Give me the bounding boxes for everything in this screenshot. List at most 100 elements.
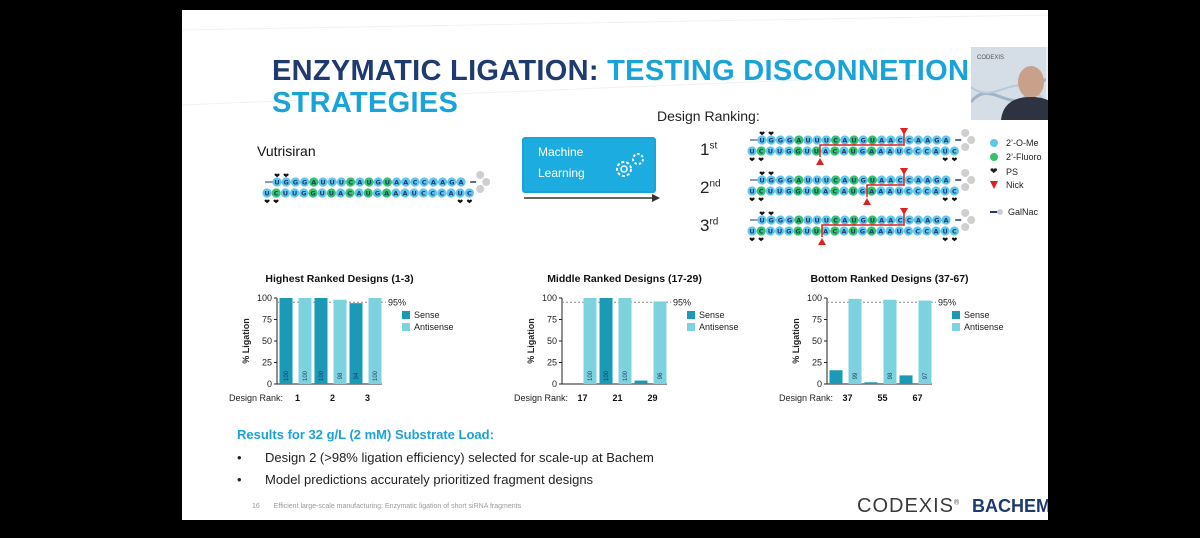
nucleotide: [831, 215, 841, 225]
x-tick-label: 3: [365, 393, 370, 403]
nucleotide-letter: U: [329, 190, 334, 198]
nucleotide-letter: G: [787, 137, 792, 145]
nucleotide: [794, 175, 804, 185]
nucleotide: [784, 146, 794, 156]
y-tick-label: 25: [547, 358, 557, 368]
nucleotide-letter: G: [787, 217, 792, 225]
nucleotide-letter: U: [749, 188, 754, 196]
nucleotide-letter: U: [274, 179, 279, 187]
nucleotide: [886, 215, 896, 225]
y-tick-label: 75: [547, 315, 557, 325]
nucleotide: [812, 215, 822, 225]
nucleotide-letter: U: [814, 148, 819, 156]
nucleotide-letter: C: [924, 188, 929, 196]
nucleotide-letter: C: [348, 179, 353, 187]
nucleotide-letter: U: [768, 148, 773, 156]
footer-text: Efficient large-scale manufacturing: Enz…: [273, 503, 522, 510]
nucleotide-letter: A: [356, 190, 361, 198]
ps-mark: ❤: [758, 197, 764, 204]
nucleotide-letter: G: [778, 137, 783, 145]
galnac-sugar: [967, 176, 976, 184]
nucleotide: [793, 146, 803, 156]
nucleotide: [857, 226, 867, 236]
y-axis-label: % Ligation: [791, 318, 801, 364]
nucleotide-letter: A: [879, 177, 884, 185]
ps-mark: ❤: [759, 131, 765, 138]
nucleotide-letter: U: [777, 188, 782, 196]
nucleotide: [811, 146, 821, 156]
reference-label: 95%: [673, 297, 691, 307]
nucleotide: [447, 177, 457, 187]
nucleotide-letter: G: [284, 179, 289, 187]
nucleotide-letter: U: [366, 190, 371, 198]
nucleotide-letter: C: [898, 217, 903, 225]
nucleotide-letter: G: [310, 190, 315, 198]
chart-title: Highest Ranked Designs (1-3): [265, 273, 413, 285]
ps-mark: ❤: [749, 157, 755, 164]
bar-antisense: [333, 299, 347, 384]
galnac-sugar: [482, 178, 491, 186]
nucleotide-letter: U: [759, 177, 764, 185]
x-tick-label: 37: [842, 393, 852, 403]
nucleotide: [803, 135, 813, 145]
bar-sense: [864, 382, 878, 384]
nucleotide-letter: C: [907, 217, 912, 225]
bar-chart-svg: Bottom Ranked Designs (37-67) 0 25 50 75 100%…: [779, 273, 1004, 403]
nucleotide: [456, 177, 466, 187]
y-tick-label: 25: [812, 358, 822, 368]
bar-sense: [899, 375, 913, 384]
bullet-dot: •: [237, 472, 242, 487]
legend-swatch: [952, 311, 960, 319]
nucleotide-letter: A: [925, 137, 930, 145]
nucleotide-letter: A: [357, 179, 362, 187]
nucleotide: [309, 177, 319, 187]
bar-antisense: [618, 298, 632, 384]
bar-value-label: 100: [588, 370, 594, 381]
nucleotide-letter: U: [851, 148, 856, 156]
nucleotide: [355, 177, 365, 187]
y-tick-label: 50: [547, 336, 557, 346]
nucleotide: [867, 186, 877, 196]
nucleotide: [299, 188, 309, 198]
nucleotide: [373, 177, 383, 187]
nucleotide-letter: A: [933, 148, 938, 156]
y-tick-label: 50: [812, 336, 822, 346]
nucleotide: [317, 188, 327, 198]
nucleotide-letter: U: [292, 190, 297, 198]
nucleotide: [876, 186, 886, 196]
slide-title: ENZYMATIC LIGATION: TESTING DISCONNETION…: [272, 55, 969, 119]
legend-label: Sense: [699, 310, 725, 320]
ps-mark: ❤: [283, 173, 289, 180]
nucleotide-letter: U: [385, 179, 390, 187]
ps-mark: ❤: [749, 197, 755, 204]
nucleotide: [765, 146, 775, 156]
nucleotide: [894, 186, 904, 196]
nucleotide-letter: G: [934, 217, 939, 225]
nucleotide-letter: C: [759, 148, 764, 156]
nucleotide-letter: U: [815, 137, 820, 145]
nucleotide: [747, 226, 757, 236]
nucleotide: [895, 215, 905, 225]
nucleotide: [839, 186, 849, 196]
nucleotide-letter: A: [393, 190, 398, 198]
nick-mark: [816, 158, 824, 165]
nucleotide-letter: C: [467, 190, 472, 198]
nucleotide: [821, 186, 831, 196]
y-axis-label: % Ligation: [241, 318, 251, 364]
nucleotide: [867, 226, 877, 236]
nucleotide-letter: C: [430, 190, 435, 198]
nucleotide-letter: A: [888, 137, 893, 145]
nucleotide: [756, 186, 766, 196]
legend-galnac: GalNac: [990, 206, 1038, 218]
bullet-2-text: Model predictions accurately prioritized…: [265, 472, 594, 487]
ps-mark: ❤: [759, 171, 765, 178]
bar-value-label: 100: [623, 370, 629, 381]
bar-sense: [634, 380, 648, 384]
ps-mark: ❤: [273, 199, 279, 206]
nucleotide: [811, 186, 821, 196]
bar-antisense: [848, 298, 862, 384]
ps-mark: ❤: [942, 157, 948, 164]
ps-mark: ❤: [466, 199, 472, 206]
nucleotide: [940, 186, 950, 196]
nucleotide: [290, 188, 300, 198]
